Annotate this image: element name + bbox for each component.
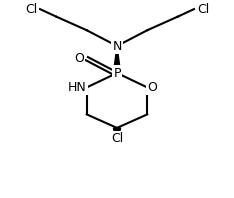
Polygon shape (113, 128, 121, 145)
Text: Cl: Cl (111, 132, 123, 145)
Text: N: N (112, 39, 122, 52)
Text: Cl: Cl (25, 3, 37, 16)
Text: O: O (147, 81, 157, 94)
Text: P: P (113, 67, 121, 80)
Text: Cl: Cl (197, 3, 209, 16)
Text: O: O (74, 52, 84, 65)
Polygon shape (113, 46, 121, 73)
Text: HN: HN (68, 81, 87, 94)
